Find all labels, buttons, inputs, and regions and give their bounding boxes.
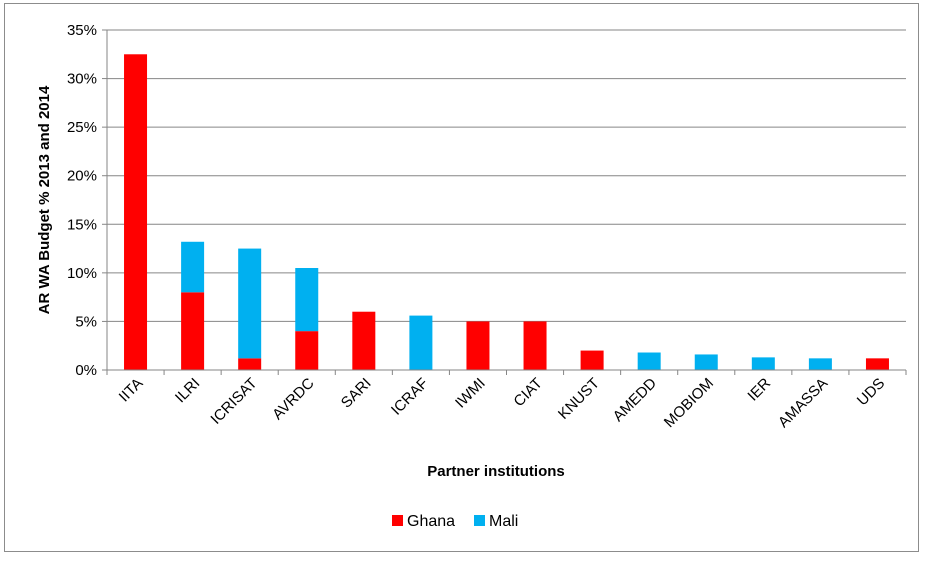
bar-ghana-knust bbox=[580, 350, 604, 370]
legend-swatch-ghana bbox=[392, 515, 403, 526]
bars bbox=[124, 54, 889, 371]
bar-ghana-icrisat bbox=[238, 358, 262, 370]
x-axis-title: Partner institutions bbox=[427, 463, 565, 480]
x-tick-label: IWMI bbox=[452, 375, 489, 412]
bar-mali-ilri bbox=[181, 241, 205, 293]
y-tick-label: 5% bbox=[75, 313, 97, 330]
x-tick-labels: IITA ILRI ICRISAT AVRDC SARI ICRAF IWMI CIAT KNU… bbox=[116, 375, 889, 431]
bar-mali-mobiom bbox=[694, 354, 718, 370]
bar-ghana-iita bbox=[124, 54, 148, 371]
x-tick-label: AVRDC bbox=[269, 375, 317, 423]
bar-ghana-iwmi bbox=[466, 321, 490, 370]
bar-ghana-uds bbox=[865, 358, 889, 370]
gridlines bbox=[102, 29, 907, 375]
legend: Ghana Mali bbox=[392, 513, 518, 530]
x-tick-label: AMEDD bbox=[610, 375, 660, 425]
x-tick-label: MOBIOM bbox=[661, 375, 717, 431]
x-tick-label: CIAT bbox=[510, 375, 545, 410]
bar-mali-icraf bbox=[409, 315, 433, 370]
bar-ghana-ciat bbox=[523, 321, 547, 370]
bar-mali-amedd bbox=[637, 352, 661, 370]
x-tick-label: IER bbox=[744, 375, 774, 405]
bar-mali-amassa bbox=[808, 358, 832, 370]
y-tick-label: 10% bbox=[67, 265, 97, 282]
bar-mali-ier bbox=[751, 357, 775, 370]
x-tick-label: KNUST bbox=[555, 375, 603, 423]
chart-frame bbox=[4, 3, 919, 552]
x-tick-label: IITA bbox=[116, 375, 147, 406]
legend-label-mali: Mali bbox=[489, 513, 518, 530]
y-tick-label: 35% bbox=[67, 22, 97, 39]
x-tick-label: ILRI bbox=[172, 375, 203, 406]
x-tick-label: UDS bbox=[854, 375, 888, 409]
y-tick-label: 30% bbox=[67, 71, 97, 88]
y-tick-label: 25% bbox=[67, 119, 97, 136]
bar-ghana-sari bbox=[352, 311, 376, 370]
y-tick-label: 20% bbox=[67, 168, 97, 185]
bar-ghana-avrdc bbox=[295, 331, 319, 370]
y-tick-labels: 0% 5% 10% 15% 20% 25% 30% 35% bbox=[67, 22, 97, 379]
x-tick-label: ICRISAT bbox=[207, 375, 260, 428]
x-tick-label: SARI bbox=[338, 375, 375, 412]
bar-mali-avrdc bbox=[295, 268, 319, 332]
y-tick-label: 0% bbox=[75, 362, 97, 379]
legend-swatch-mali bbox=[474, 515, 485, 526]
bar-mali-icrisat bbox=[238, 248, 262, 359]
x-tick-label: ICRAF bbox=[388, 375, 432, 419]
y-axis-title: AR WA Budget % 2013 and 2014 bbox=[36, 85, 53, 314]
axes bbox=[106, 30, 906, 371]
y-tick-label: 15% bbox=[67, 216, 97, 233]
x-tick-label: AMASSA bbox=[775, 375, 831, 431]
bar-ghana-ilri bbox=[181, 292, 205, 370]
legend-label-ghana: Ghana bbox=[407, 513, 455, 530]
